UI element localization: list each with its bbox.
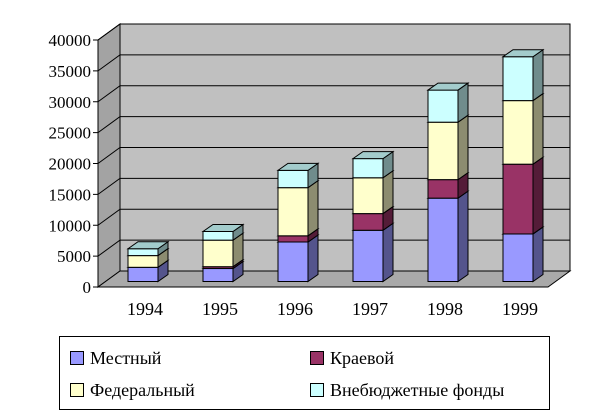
legend-swatch-regional [310,351,324,365]
bar-segment-1995-4 [201,223,245,242]
legend-item-regional: Краевой [310,346,394,370]
bar-segment-1994-4 [126,240,170,257]
y-tick-label: 10000 [49,216,92,235]
bar-segment-1998-3 [426,114,470,181]
gridline [97,54,570,72]
gridline [97,23,570,41]
x-tick-label: 1997 [352,299,388,319]
legend-label-offbudget: Внебюджетные фонды [330,379,505,400]
legend-item-local: Местный [70,346,161,370]
legend-item-federal: Федеральный [70,378,195,402]
x-tick-label: 1995 [202,299,238,319]
gridline [97,208,570,226]
legend-label-federal: Федеральный [90,379,195,400]
bar-segment-1996-4 [276,162,320,189]
bar-segment-1998-4 [426,82,470,124]
bar-segment-1997-4 [351,150,395,179]
gridline [97,147,570,164]
legend-item-offbudget: Внебюджетные фонды [310,378,504,402]
y-tick-label: 20000 [49,155,92,174]
gridline [97,239,570,257]
legend-swatch-federal [70,383,84,397]
gridlines [97,23,570,257]
y-tick-label: 25000 [49,124,92,143]
x-tick-label: 1999 [502,299,538,319]
y-axis-ticks: 0 5000 10000 15000 20000 25000 30000 35000 40000 [49,31,98,297]
legend-label-local: Местный [90,347,162,368]
y-tick-label: 40000 [49,31,92,50]
gridline [97,85,570,103]
plot-wall [97,23,571,288]
y-tick-label: 30000 [49,93,92,112]
bar-segment-1997-1 [351,222,395,283]
bar-segment-1998-1 [426,190,470,283]
x-tick-label: 1996 [277,299,313,319]
x-axis-ticks: 1994 1995 1996 1997 1998 1999 [127,299,538,319]
y-tick-label: 15000 [49,185,92,204]
bar-segment-1999-2 [501,156,545,235]
y-tick-label: 35000 [49,62,92,81]
gridline [97,116,570,134]
x-tick-label: 1998 [427,299,463,319]
stacked-3d-bar-chart: 0 5000 10000 15000 20000 25000 30000 35000 40000… [49,23,572,319]
legend: Местный Краевой Федеральный Внебюджетные… [59,336,550,410]
bar-segment-1996-3 [276,179,320,237]
bar-segment-1999-3 [501,92,545,166]
legend-swatch-local [70,351,84,365]
bar-segment-1999-1 [501,225,545,283]
bars [126,48,545,283]
legend-label-regional: Краевой [330,347,394,368]
x-tick-label: 1994 [127,299,163,319]
y-tick-label: 5000 [57,247,91,266]
y-tick-label: 0 [83,278,92,297]
legend-swatch-offbudget [310,383,324,397]
gridline [97,177,570,195]
plot-floor [96,270,572,288]
bar-segment-1999-4 [501,48,545,102]
